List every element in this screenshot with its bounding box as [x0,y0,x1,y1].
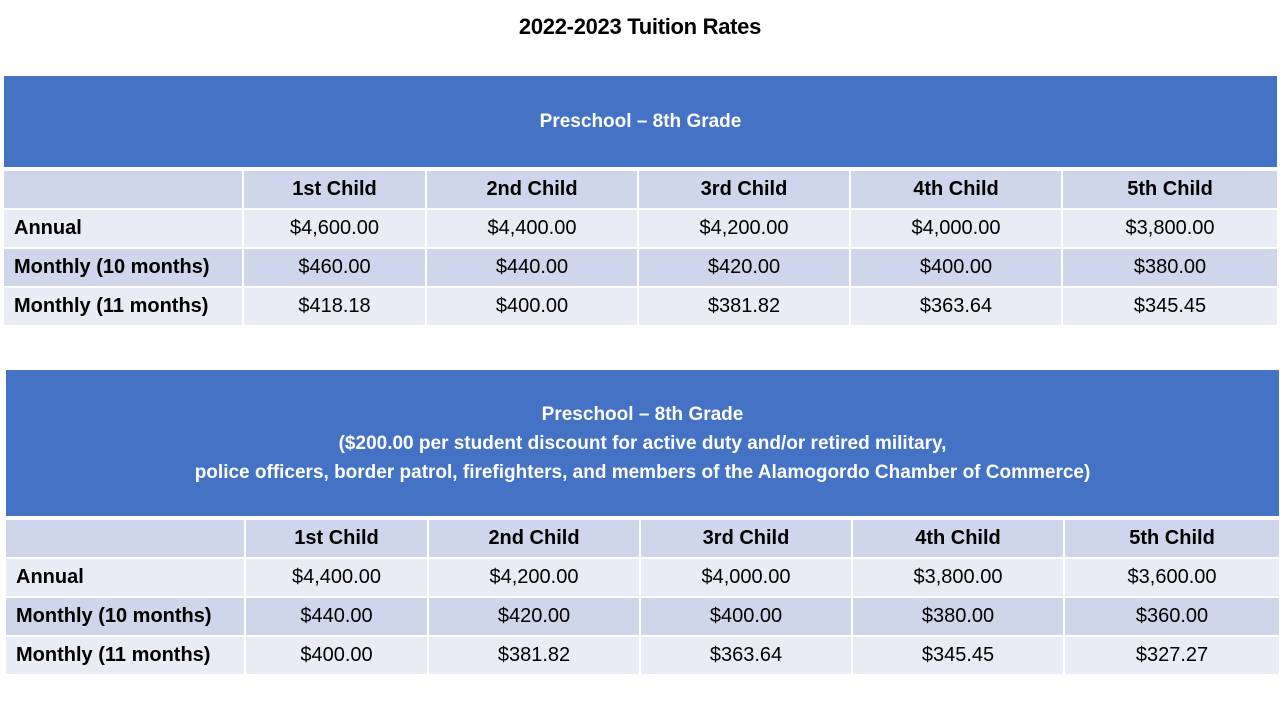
rate-cell: $4,200.00 [639,210,851,249]
rate-cell: $400.00 [246,637,429,676]
column-header: 1st Child [246,520,429,559]
rate-cell: $4,000.00 [851,210,1063,249]
rate-cell: $381.82 [429,637,641,676]
column-header-blank [4,171,244,210]
rate-cell: $4,200.00 [429,559,641,598]
page-title: 2022-2023 Tuition Rates [518,14,762,39]
discount-note-line: police officers, border patrol, firefigh… [194,461,1091,483]
table-row: Monthly (11 months) $400.00 $381.82 $363… [6,637,1280,676]
rate-cell: $360.00 [1065,598,1280,637]
rate-cell: $3,600.00 [1065,559,1280,598]
rate-cell: $400.00 [427,288,639,327]
column-header: 5th Child [1063,171,1278,210]
row-label: Monthly (10 months) [6,598,246,637]
row-label: Annual [4,210,244,249]
table-heading-line: Preschool – 8th Grade [541,403,744,425]
rate-cell: $3,800.00 [1063,210,1278,249]
rate-cell: $440.00 [427,249,639,288]
rate-cell: $381.82 [639,288,851,327]
table-heading: Preschool – 8th Grade ($200.00 per stude… [6,370,1280,520]
column-header: 2nd Child [429,520,641,559]
table-heading-line: Preschool – 8th Grade [539,111,742,132]
rate-cell: $460.00 [244,249,427,288]
tuition-table-discounted: Preschool – 8th Grade ($200.00 per stude… [6,370,1280,676]
rate-cell: $4,000.00 [641,559,853,598]
table-row: Annual $4,600.00 $4,400.00 $4,200.00 $4,… [4,210,1278,249]
row-label: Monthly (11 months) [6,637,246,676]
rate-cell: $420.00 [429,598,641,637]
discount-note-line: ($200.00 per student discount for active… [338,432,947,454]
table-row: Monthly (10 months) $460.00 $440.00 $420… [4,249,1278,288]
column-header: 4th Child [853,520,1065,559]
table-row: Monthly (11 months) $418.18 $400.00 $381… [4,288,1278,327]
table-heading: Preschool – 8th Grade [4,76,1278,171]
rate-cell: $400.00 [641,598,853,637]
row-label: Monthly (11 months) [4,288,244,327]
rate-cell: $363.64 [641,637,853,676]
column-header-row: 1st Child 2nd Child 3rd Child 4th Child … [4,171,1278,210]
rate-cell: $380.00 [853,598,1065,637]
rate-cell: $363.64 [851,288,1063,327]
row-label: Monthly (10 months) [4,249,244,288]
rate-cell: $400.00 [851,249,1063,288]
rate-cell: $345.45 [853,637,1065,676]
tuition-table-standard: Preschool – 8th Grade 1st Child 2nd Chil… [4,76,1278,327]
rate-cell: $420.00 [639,249,851,288]
column-header: 3rd Child [641,520,853,559]
column-header: 5th Child [1065,520,1280,559]
column-header: 4th Child [851,171,1063,210]
column-header-blank [6,520,246,559]
rate-cell: $418.18 [244,288,427,327]
rate-cell: $4,600.00 [244,210,427,249]
table-row: Annual $4,400.00 $4,200.00 $4,000.00 $3,… [6,559,1280,598]
rate-cell: $4,400.00 [246,559,429,598]
column-header-row: 1st Child 2nd Child 3rd Child 4th Child … [6,520,1280,559]
row-label: Annual [6,559,246,598]
column-header: 2nd Child [427,171,639,210]
rate-cell: $380.00 [1063,249,1278,288]
rate-cell: $440.00 [246,598,429,637]
rate-cell: $4,400.00 [427,210,639,249]
column-header: 1st Child [244,171,427,210]
column-header: 3rd Child [639,171,851,210]
table-row: Monthly (10 months) $440.00 $420.00 $400… [6,598,1280,637]
rate-cell: $327.27 [1065,637,1280,676]
rate-cell: $345.45 [1063,288,1278,327]
rate-cell: $3,800.00 [853,559,1065,598]
